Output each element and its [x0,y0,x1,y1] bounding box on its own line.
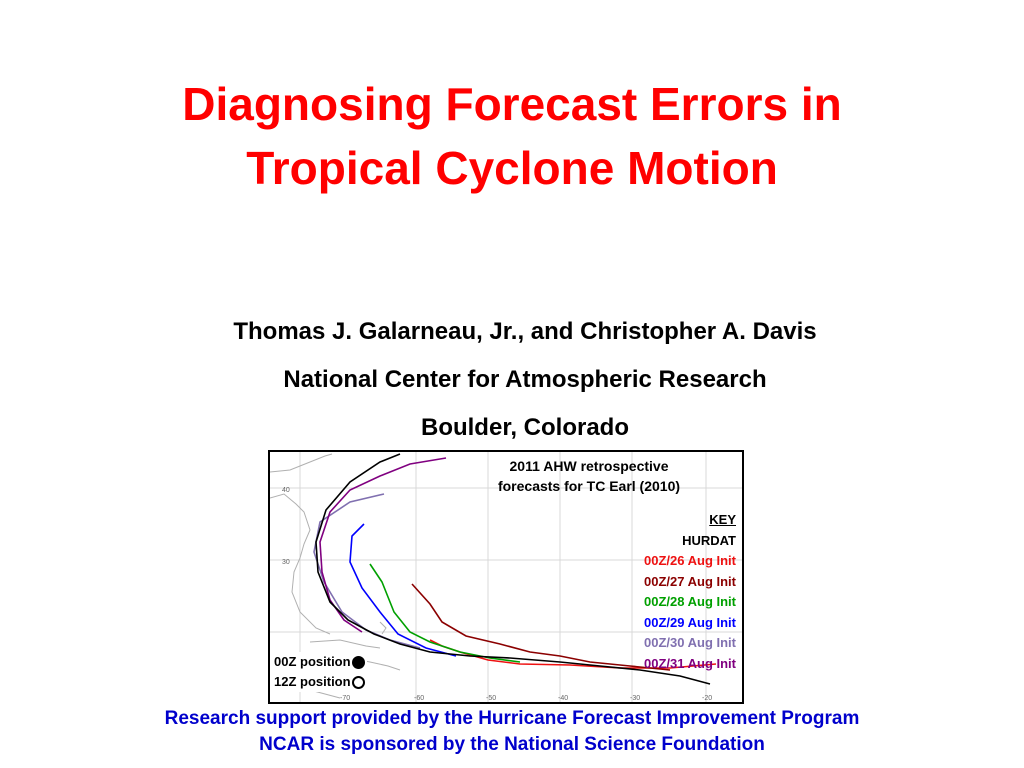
track-key: KEY HURDAT 00Z/26 Aug Init 00Z/27 Aug In… [644,510,736,674]
footer-block: Research support provided by the Hurrica… [0,706,1024,758]
footer-line-1: Research support provided by the Hurrica… [164,708,860,729]
lon-tick-30: -30 [630,695,640,702]
key-item-00z30: 00Z/30 Aug Init [644,635,736,650]
position-legend-12z: 12Z position [274,672,365,692]
slide-title: Diagnosing Forecast Errors in Tropical C… [0,72,1024,200]
authors-line: Thomas J. Galarneau, Jr., and Christophe… [233,318,817,345]
track-hurdat [315,453,711,685]
institution-line: National Center for Atmospheric Research [283,366,767,393]
key-item-00z27: 00Z/27 Aug Init [644,573,736,589]
track-00z29 [349,523,457,657]
map-grid [270,452,742,702]
filled-circle-icon [351,655,365,669]
figure-title: 2011 AHW retrospective forecasts for TC … [464,456,714,496]
forecast-tracks [313,453,717,685]
lon-tick-70: -70 [340,695,350,702]
figure-title-line-1: 2011 AHW retrospective [509,458,669,474]
lon-tick-40: -40 [558,695,568,702]
key-heading: KEY [709,512,736,527]
lon-tick-60: -60 [414,695,424,702]
position-legend-00z: 00Z position [274,652,365,672]
key-item-00z28: 00Z/28 Aug Init [644,594,736,609]
lon-tick-20: -20 [702,695,712,702]
track-00z28 [369,563,521,663]
footer-line-2: NCAR is sponsored by the National Scienc… [259,734,765,755]
title-line-1: Diagnosing Forecast Errors in [182,78,842,130]
title-line-2: Tropical Cyclone Motion [246,142,778,194]
track-map-figure: 40 30 -70 -60 -50 -40 -30 -20 2011 AHW r… [268,450,744,704]
lat-tick-40: 40 [282,487,290,494]
track-00z27 [411,583,671,671]
axis-ticks: 40 30 -70 -60 -50 -40 -30 -20 [282,487,712,702]
location-line: Boulder, Colorado [420,414,629,441]
open-position-label: 12Z position [274,674,351,689]
track-map: 40 30 -70 -60 -50 -40 -30 -20 [270,452,742,702]
lat-tick-30: 30 [282,559,290,566]
figure-title-line-2: forecasts for TC Earl (2010) [497,478,681,494]
key-item-00z29: 00Z/29 Aug Init [644,614,736,630]
key-item-00z31: 00Z/31 Aug Init [644,655,736,671]
author-block: Thomas J. Galarneau, Jr., and Christophe… [150,308,900,452]
position-legend: 00Z position 12Z position [274,652,367,692]
key-item-hurdat: HURDAT [682,532,736,548]
open-circle-icon [351,675,365,689]
key-item-00z26: 00Z/26 Aug Init [644,553,736,568]
lon-tick-50: -50 [486,695,496,702]
filled-position-label: 00Z position [274,654,351,669]
